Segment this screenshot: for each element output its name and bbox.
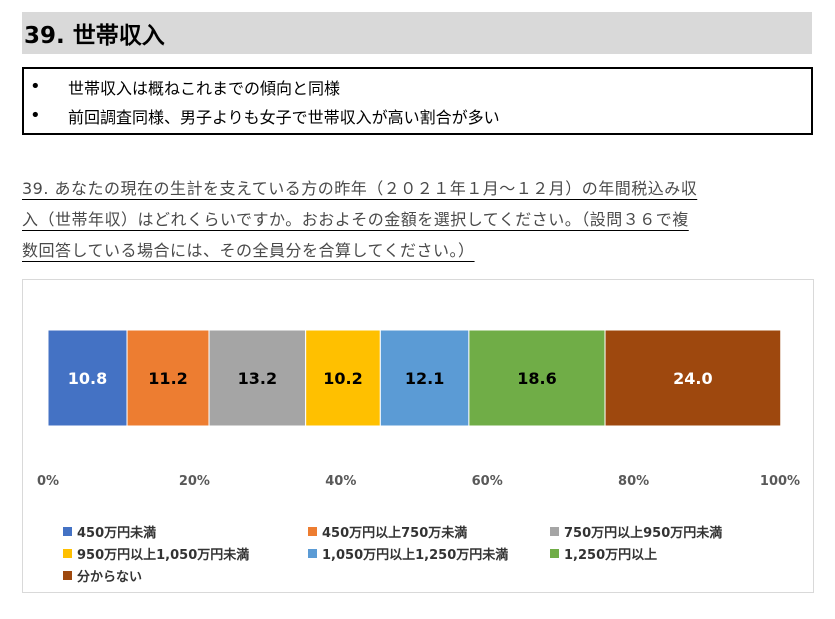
data-label: 10.8 [68, 369, 107, 388]
bar-segment [126, 329, 210, 427]
legend-item: 450万円未満 [63, 522, 308, 541]
question-text: 39. あなたの現在の生計を支えている方の昨年（２０２１年１月～１２月）の年間税… [22, 173, 814, 266]
legend-swatch [550, 526, 559, 536]
legend-item: 1,050万円以上1,250万円未満 [308, 544, 550, 563]
legend-swatch [63, 526, 72, 536]
stacked-bar-chart: 10.8 11.2 13.2 10.2 12.1 18.6 24.0 0% 20% 40% 60% 8… [37, 329, 800, 489]
data-label: 12.1 [405, 369, 444, 388]
summary-item: • 前回調査同様、男子よりも女子で世帯収入が高い割合が多い [30, 101, 811, 130]
bar-segment [47, 329, 128, 427]
bullet-icon: • [30, 76, 41, 97]
summary-text: 世帯収入は概ねこれまでの傾向と同様 [68, 78, 341, 98]
x-tick-label: 60% [472, 474, 503, 489]
legend-label: 1,050万円以上1,250万円未満 [322, 547, 509, 563]
legend-label: 750万円以上950万円未満 [564, 525, 723, 541]
bar-segment [208, 329, 307, 427]
legend-swatch [63, 570, 72, 580]
summary-box: • 世帯収入は概ねこれまでの傾向と同様 • 前回調査同様、男子よりも女子で世帯収… [22, 67, 813, 135]
chart-area: 10.8 11.2 13.2 10.2 12.1 18.6 24.0 0% 20% 40% 60% 8… [22, 279, 814, 593]
bar-segment [604, 329, 782, 427]
legend-label: 1,250万円以上 [564, 547, 658, 563]
x-tick-label: 40% [325, 474, 356, 489]
x-tick-label: 100% [760, 474, 800, 489]
summary-text: 前回調査同様、男子よりも女子で世帯収入が高い割合が多い [68, 107, 500, 127]
legend-swatch [308, 548, 317, 558]
data-label: 10.2 [323, 369, 362, 388]
question-line: 入（世帯年収）はどれくらいですか。おおよその金額を選択してください。（設問３６で… [22, 210, 689, 229]
legend-item: 分からない [63, 566, 308, 585]
legend-swatch [550, 548, 559, 558]
bar-segment [379, 329, 470, 427]
data-label: 11.2 [148, 369, 187, 388]
bullet-icon: • [30, 105, 41, 126]
legend-swatch [308, 526, 317, 536]
x-tick-label: 80% [618, 474, 649, 489]
legend-item: 950万円以上1,050万円未満 [63, 544, 308, 563]
section-title-bar: 39. 世帯収入 [22, 12, 812, 54]
x-tick-label: 0% [37, 474, 59, 489]
bar-segment [468, 329, 606, 427]
x-tick-label: 20% [179, 474, 210, 489]
summary-item: • 世帯収入は概ねこれまでの傾向と同様 [30, 72, 811, 101]
bar-segment [305, 329, 381, 427]
question-line: 39. あなたの現在の生計を支えている方の昨年（２０２１年１月～１２月）の年間税… [22, 179, 698, 198]
legend-item: 1,250万円以上 [550, 544, 657, 563]
legend-label: 450万円以上750万未満 [322, 525, 468, 541]
section-title: 39. 世帯収入 [24, 23, 165, 49]
legend-label: 450万円未満 [77, 525, 157, 541]
data-label: 13.2 [238, 369, 277, 388]
data-label: 24.0 [673, 369, 712, 388]
legend-item: 450万円以上750万未満 [308, 522, 550, 541]
chart-legend: 450万円未満 450万円以上750万未満 750万円以上950万円未満 950… [63, 520, 803, 586]
legend-label: 950万円以上1,050万円未満 [77, 547, 250, 563]
legend-item: 750万円以上950万円未満 [550, 522, 722, 541]
question-line: 数回答している場合には、その全員分を合算してください。） [22, 241, 475, 260]
data-label: 18.6 [517, 369, 556, 388]
legend-swatch [63, 548, 72, 558]
legend-label: 分からない [77, 569, 143, 585]
